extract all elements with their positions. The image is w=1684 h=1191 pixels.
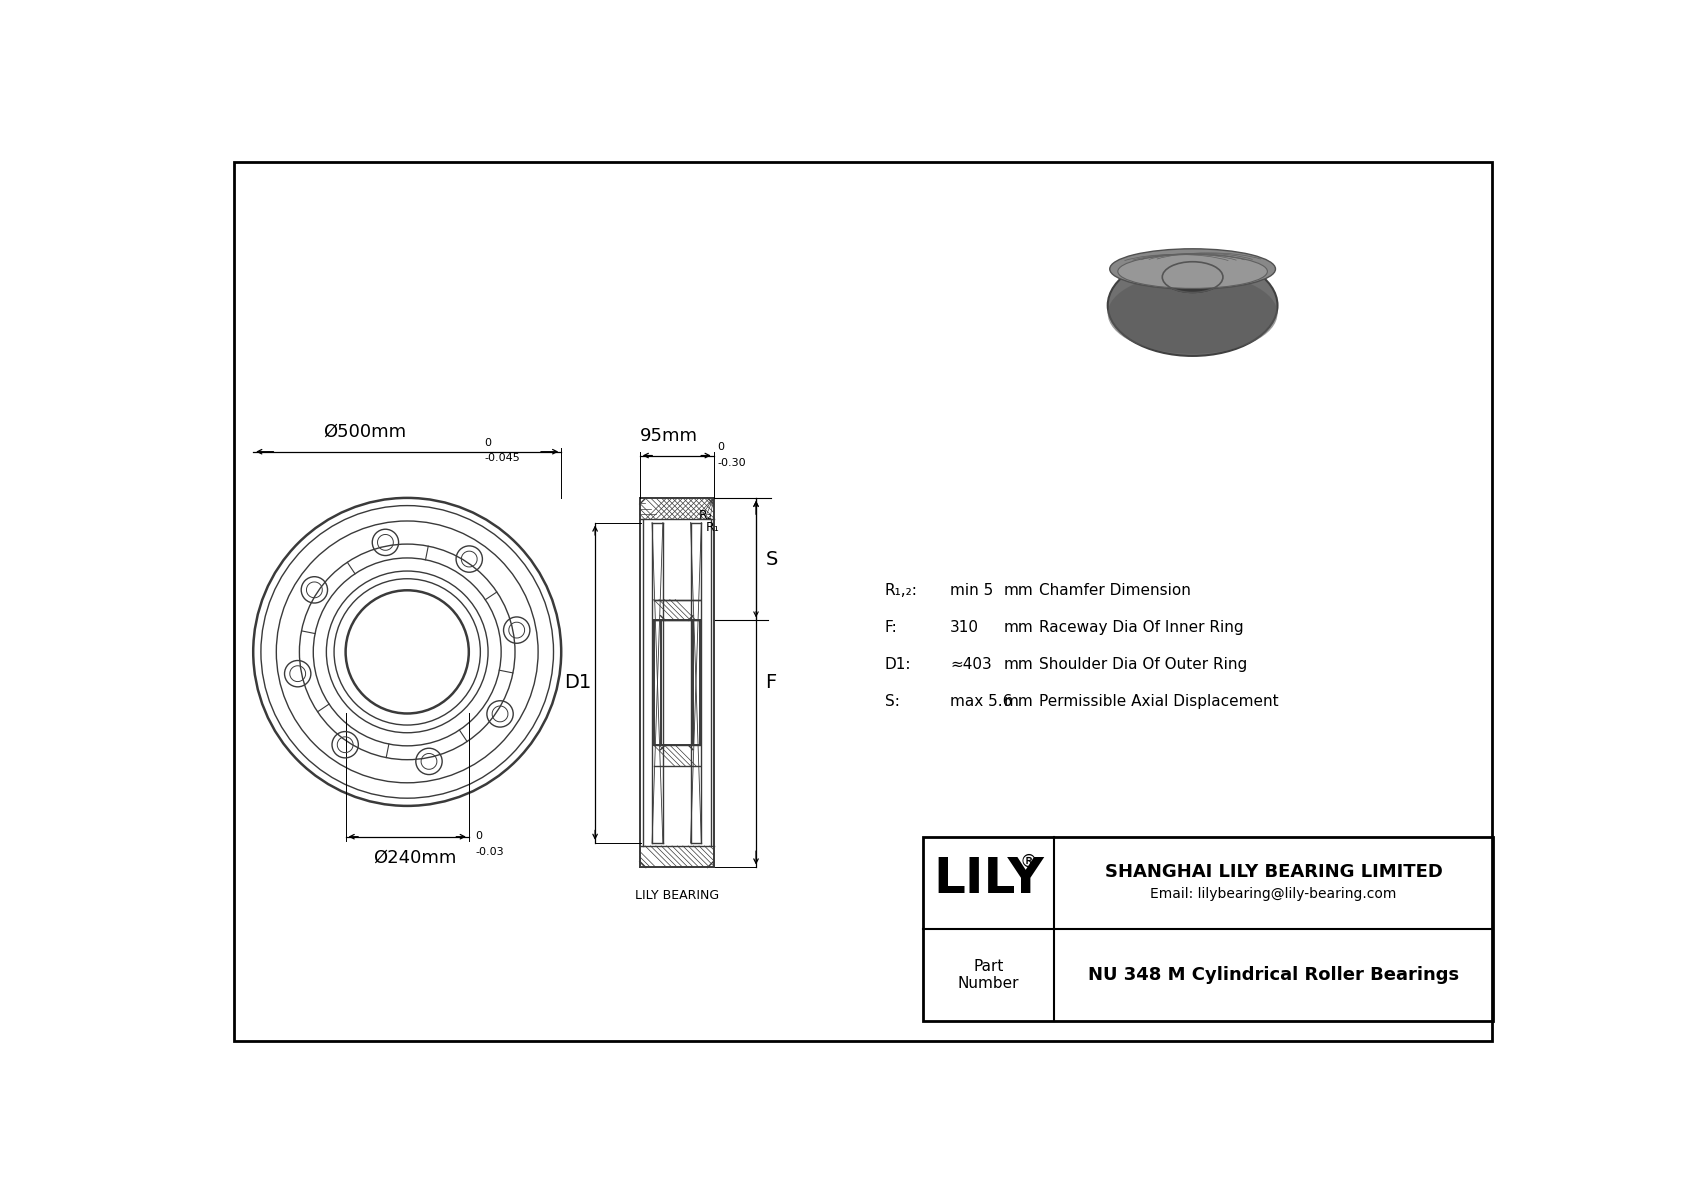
Text: -0.30: -0.30 — [717, 457, 746, 468]
Text: 0: 0 — [717, 443, 724, 453]
Text: Shoulder Dia Of Outer Ring: Shoulder Dia Of Outer Ring — [1039, 656, 1246, 672]
Text: Chamfer Dimension: Chamfer Dimension — [1039, 582, 1191, 598]
Text: SHANGHAI LILY BEARING LIMITED: SHANGHAI LILY BEARING LIMITED — [1105, 863, 1443, 881]
Text: S: S — [765, 549, 778, 568]
Ellipse shape — [1162, 262, 1223, 293]
Ellipse shape — [1108, 255, 1278, 356]
Text: Permissible Axial Displacement: Permissible Axial Displacement — [1039, 693, 1278, 709]
Text: S:: S: — [884, 693, 899, 709]
Text: LILY: LILY — [933, 855, 1044, 903]
Text: D1:: D1: — [884, 656, 911, 672]
Text: min 5: min 5 — [950, 582, 994, 598]
Text: F:: F: — [884, 619, 898, 635]
Text: 95mm: 95mm — [640, 426, 697, 444]
Text: ≈403: ≈403 — [950, 656, 992, 672]
Text: 0: 0 — [485, 438, 492, 448]
Text: Part
Number: Part Number — [958, 959, 1019, 991]
Bar — [923, 837, 1494, 1022]
Text: Raceway Dia Of Inner Ring: Raceway Dia Of Inner Ring — [1039, 619, 1243, 635]
Text: -0.045: -0.045 — [485, 454, 520, 463]
Text: D1: D1 — [564, 673, 591, 692]
Text: LILY BEARING: LILY BEARING — [635, 888, 719, 902]
Text: Ø500mm: Ø500mm — [323, 423, 406, 441]
Text: R₂: R₂ — [699, 510, 712, 523]
Text: -0.03: -0.03 — [475, 848, 504, 858]
Text: mm: mm — [1004, 656, 1034, 672]
Text: mm: mm — [1004, 693, 1034, 709]
Text: 310: 310 — [950, 619, 978, 635]
Text: mm: mm — [1004, 582, 1034, 598]
Text: max 5.6: max 5.6 — [950, 693, 1012, 709]
Text: Ø240mm: Ø240mm — [374, 848, 456, 866]
Text: R₁,₂:: R₁,₂: — [884, 582, 918, 598]
Ellipse shape — [1110, 249, 1275, 289]
Text: Email: lilybearing@lily-bearing.com: Email: lilybearing@lily-bearing.com — [1150, 887, 1396, 902]
Text: NU 348 M Cylindrical Roller Bearings: NU 348 M Cylindrical Roller Bearings — [1088, 966, 1458, 984]
Ellipse shape — [1118, 255, 1268, 288]
Text: R₁: R₁ — [706, 520, 719, 534]
Text: F: F — [765, 673, 776, 692]
Ellipse shape — [1108, 273, 1278, 354]
Text: 0: 0 — [475, 831, 482, 841]
Text: mm: mm — [1004, 619, 1034, 635]
Text: ®: ® — [1019, 853, 1037, 871]
